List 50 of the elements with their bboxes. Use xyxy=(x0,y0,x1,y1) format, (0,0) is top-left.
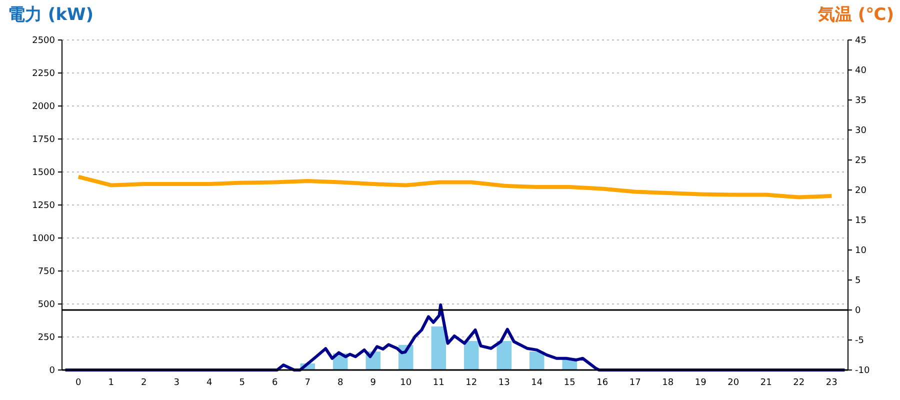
y-axis-title: 電力 (kW) xyxy=(8,5,94,25)
y-tick-label: 1250 xyxy=(32,201,56,212)
y-tick-label: 250 xyxy=(38,333,56,344)
y-tick-label: 0 xyxy=(49,366,56,376)
x-tick-label: 17 xyxy=(629,378,641,388)
x-tick-label: 6 xyxy=(272,378,278,388)
y-tick-label: 500 xyxy=(38,300,56,310)
y2-tick-label: 15 xyxy=(855,216,866,226)
x-tick-label: 15 xyxy=(564,378,576,388)
y-tick-label: 1000 xyxy=(32,234,56,244)
x-tick-label: 12 xyxy=(466,378,478,388)
y-tick-label: 1500 xyxy=(32,168,56,178)
y-tick-label: 2250 xyxy=(32,69,56,80)
y2-tick-label: 0 xyxy=(855,306,861,316)
y2-tick-label: 35 xyxy=(855,96,866,106)
x-tick-label: 0 xyxy=(76,378,82,388)
y2-tick-label: -5 xyxy=(855,336,864,346)
y-tick-label: 750 xyxy=(38,267,56,278)
x-tick-label: 19 xyxy=(694,378,707,388)
line-series xyxy=(76,174,834,200)
y2-axis-title: 気温 (℃) xyxy=(816,5,894,25)
y2-tick-label: 45 xyxy=(855,36,866,46)
x-tick-label: 3 xyxy=(174,378,180,388)
x-tick-label: 22 xyxy=(793,378,805,388)
x-tick-label: 21 xyxy=(760,378,772,388)
y2-tick-label: 10 xyxy=(855,246,867,256)
x-tick-label: 1 xyxy=(108,378,114,388)
x-tick-label: 13 xyxy=(498,378,510,388)
x-tick-label: 18 xyxy=(662,378,674,388)
x-tick-label: 2 xyxy=(141,378,147,388)
y-tick-label: 2500 xyxy=(32,36,56,46)
x-tick-label: 16 xyxy=(596,378,608,388)
x-tick-label: 8 xyxy=(338,378,344,388)
y2-tick-label: 25 xyxy=(855,156,866,166)
y2-tick-label: 40 xyxy=(855,66,867,76)
x-tick-label: 11 xyxy=(432,378,444,388)
y2-tick-label: 5 xyxy=(855,276,861,286)
x-tick-label: 7 xyxy=(304,378,310,388)
x-tick-label: 20 xyxy=(728,378,740,388)
y2-tick-label: -10 xyxy=(855,366,870,376)
x-tick-label: 14 xyxy=(531,378,543,388)
y-tick-label: 1750 xyxy=(32,135,56,146)
y-tick-label: 2000 xyxy=(32,102,56,112)
y2-tick-label: 30 xyxy=(855,126,867,136)
x-tick-label: 10 xyxy=(400,378,412,388)
x-tick-label: 23 xyxy=(826,378,838,388)
x-tick-label: 4 xyxy=(206,378,213,388)
y2-tick-label: 20 xyxy=(855,186,867,196)
x-tick-label: 5 xyxy=(239,378,245,388)
x-tick-label: 9 xyxy=(370,378,376,388)
